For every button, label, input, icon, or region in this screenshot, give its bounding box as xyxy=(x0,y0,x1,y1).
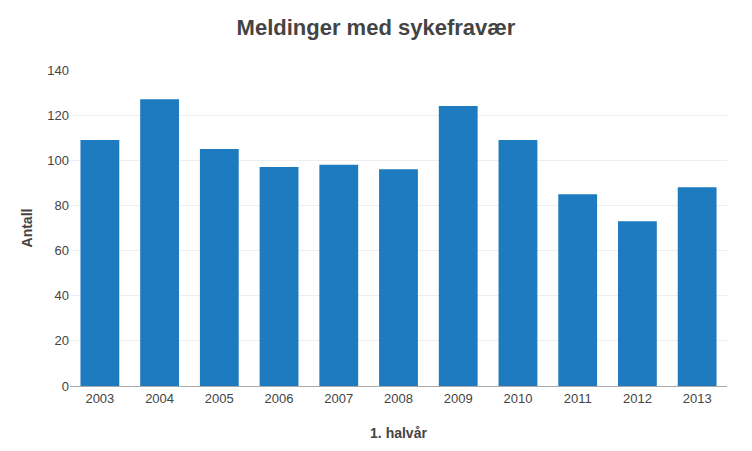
svg-text:2004: 2004 xyxy=(145,391,174,406)
svg-text:20: 20 xyxy=(55,333,69,348)
svg-text:40: 40 xyxy=(55,288,69,303)
svg-text:2009: 2009 xyxy=(444,391,473,406)
svg-text:140: 140 xyxy=(47,63,69,78)
svg-text:2011: 2011 xyxy=(564,391,592,406)
svg-text:Meldinger med sykefravær: Meldinger med sykefravær xyxy=(237,15,516,40)
svg-text:2012: 2012 xyxy=(623,391,652,406)
svg-text:120: 120 xyxy=(47,108,69,123)
svg-text:2003: 2003 xyxy=(85,391,114,406)
svg-text:2005: 2005 xyxy=(205,391,234,406)
svg-text:80: 80 xyxy=(55,198,69,213)
svg-text:2008: 2008 xyxy=(384,391,413,406)
svg-text:60: 60 xyxy=(55,243,69,258)
svg-text:2006: 2006 xyxy=(265,391,294,406)
svg-text:2010: 2010 xyxy=(503,391,532,406)
svg-text:0: 0 xyxy=(62,379,69,394)
svg-text:2007: 2007 xyxy=(324,391,353,406)
svg-text:100: 100 xyxy=(47,153,69,168)
svg-text:1. halvår: 1. halvår xyxy=(370,425,427,441)
svg-text:Antall: Antall xyxy=(19,209,35,248)
svg-text:2013: 2013 xyxy=(683,391,712,406)
